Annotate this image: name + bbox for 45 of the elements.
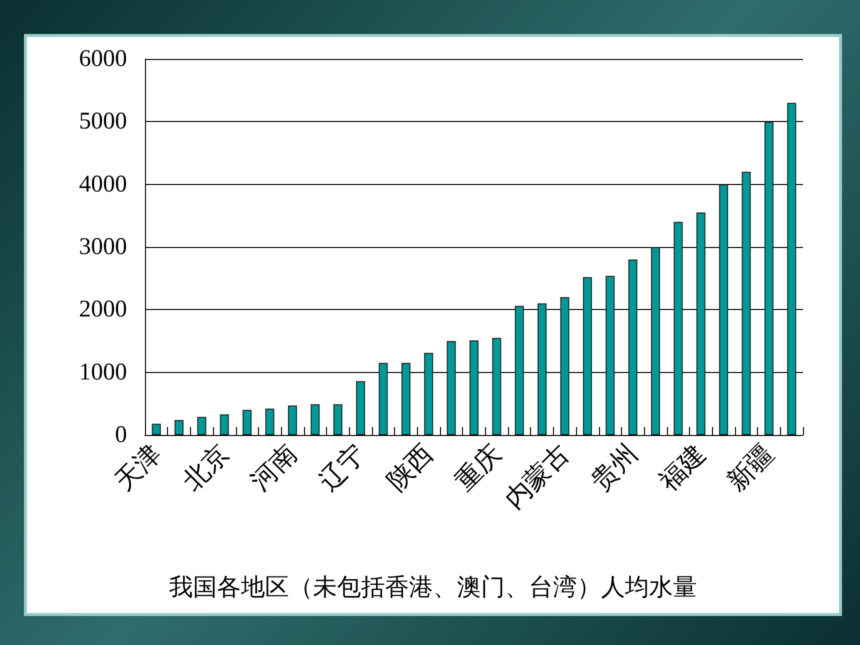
y-tick-label: 0 bbox=[115, 422, 127, 448]
bar bbox=[560, 297, 570, 435]
y-tick-label: 1000 bbox=[79, 359, 127, 386]
y-tick-label: 4000 bbox=[79, 171, 127, 198]
bar bbox=[174, 420, 184, 435]
x-tick-label: 河南 bbox=[245, 438, 303, 496]
bar bbox=[288, 406, 297, 435]
bar bbox=[787, 102, 796, 435]
bar bbox=[742, 172, 751, 435]
x-tick-label: 贵州 bbox=[586, 438, 644, 496]
bar bbox=[152, 424, 161, 435]
text: 我国各地区（未包括香港、澳门、台湾）人均水量 bbox=[169, 574, 697, 601]
bar bbox=[310, 404, 320, 435]
x-tick-label: 重庆 bbox=[450, 438, 507, 496]
bar bbox=[492, 338, 502, 435]
x-tick-label: 福建 bbox=[654, 438, 712, 496]
y-tick-label: 2000 bbox=[79, 296, 127, 323]
y-tick-label: 6000 bbox=[79, 46, 127, 72]
bar bbox=[446, 341, 456, 435]
bar bbox=[628, 260, 638, 435]
bar bbox=[242, 410, 252, 435]
x-tick-label: 新疆 bbox=[722, 438, 780, 496]
bar bbox=[514, 306, 524, 435]
bar bbox=[356, 381, 366, 435]
bar bbox=[606, 276, 615, 435]
bar bbox=[378, 362, 388, 435]
x-tick-label: 陕西 bbox=[382, 438, 439, 496]
bar bbox=[674, 222, 683, 435]
x-tick-label: 北京 bbox=[177, 438, 235, 496]
bar bbox=[538, 303, 547, 435]
bar bbox=[197, 416, 206, 435]
bar bbox=[651, 247, 660, 435]
bar bbox=[424, 352, 434, 435]
bar bbox=[582, 277, 592, 435]
y-tick-label: 5000 bbox=[79, 108, 127, 135]
bar bbox=[696, 212, 706, 435]
x-tick-label: 辽宁 bbox=[314, 438, 371, 496]
bar bbox=[220, 414, 229, 435]
bar bbox=[719, 184, 728, 435]
bar bbox=[764, 122, 774, 435]
bar bbox=[265, 408, 274, 435]
bar bbox=[401, 362, 410, 435]
y-tick-label: 3000 bbox=[79, 234, 127, 260]
bar bbox=[470, 340, 478, 435]
bar bbox=[333, 404, 342, 435]
